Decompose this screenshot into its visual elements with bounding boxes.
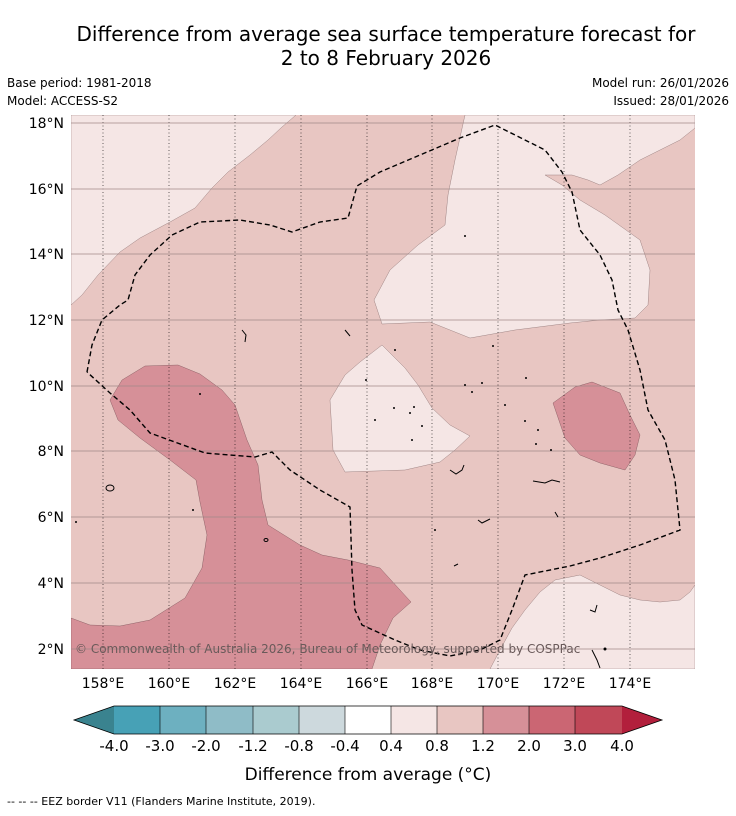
- map-plot-area: © Commonwealth of Australia 2026, Bureau…: [71, 115, 695, 669]
- colorbar-tick: 0.4: [379, 737, 403, 755]
- colorbar-segment: [575, 706, 622, 734]
- colorbar-segment: [253, 706, 299, 734]
- atoll-4: [554, 511, 559, 518]
- sst-band-0.4-0.8-southeast: [489, 574, 695, 669]
- islands: [105, 329, 601, 669]
- colorbar-segment: [345, 706, 391, 734]
- atoll-8: [344, 329, 351, 337]
- base-period: Base period: 1981-2018: [7, 76, 152, 90]
- model-run: Model run: 26/01/2026: [591, 76, 729, 90]
- lon-label: 164°E: [280, 676, 323, 692]
- colorbar-segment: [437, 706, 483, 734]
- colorbar-tick: 0.8: [425, 737, 449, 755]
- colorbar-segment: [391, 706, 437, 734]
- latitude-lines: [71, 122, 695, 650]
- sst-band-0.4-0.8-north: [71, 115, 297, 306]
- atoll-1: [532, 479, 561, 484]
- colorbar-tick: -0.4: [330, 737, 359, 755]
- colorbar-tick: -2.0: [191, 737, 220, 755]
- colorbar-over-arrow: [622, 706, 662, 734]
- lon-label: 174°E: [609, 676, 652, 692]
- longitude-labels: 158°E 160°E 162°E 164°E 166°E 168°E 170°…: [82, 676, 652, 692]
- model-name: Model: ACCESS-S2: [7, 94, 119, 108]
- colorbar-tick: 3.0: [563, 737, 587, 755]
- colorbar: -4.0 -3.0 -2.0 -1.2 -0.8 -0.4 0.4 0.8 1.…: [72, 705, 664, 785]
- sst-band-1.2-2.0-east: [552, 381, 641, 471]
- colorbar-tick: -0.8: [284, 737, 313, 755]
- colorbar-segment: [206, 706, 253, 734]
- lat-label: 4°N: [38, 576, 64, 592]
- meta-right: Model run: 26/01/2026 Issued: 28/01/2026: [592, 74, 729, 110]
- lon-label: 166°E: [346, 676, 389, 692]
- lon-label: 162°E: [214, 676, 257, 692]
- lon-label: 172°E: [543, 676, 586, 692]
- lon-label: 160°E: [148, 676, 191, 692]
- atoll-7: [241, 329, 247, 343]
- sst-band-0.4-0.8-northeast: [373, 115, 695, 339]
- lon-label: 168°E: [411, 676, 454, 692]
- atoll-3: [477, 518, 491, 524]
- atoll-2: [449, 464, 465, 475]
- lat-label: 2°N: [38, 642, 64, 658]
- colorbar-dividers: [159, 706, 576, 734]
- title-line-2: 2 to 8 February 2026: [280, 46, 492, 70]
- colorbar-under-arrow: [74, 706, 114, 734]
- lon-label: 158°E: [82, 676, 125, 692]
- lat-label: 18°N: [29, 116, 64, 132]
- colorbar-segment: [114, 706, 160, 734]
- colorbar-segment: [160, 706, 206, 734]
- sst-band-0.4-0.8-central: [329, 344, 471, 473]
- colorbar-segment: [529, 706, 575, 734]
- lat-label: 8°N: [38, 444, 64, 460]
- colorbar-ticks: -4.0 -3.0 -2.0 -1.2 -0.8 -0.4 0.4 0.8 1.…: [99, 737, 634, 755]
- lat-label: 6°N: [38, 510, 64, 526]
- colorbar-segment: [483, 706, 529, 734]
- atoll-6: [591, 649, 601, 669]
- colorbar-label: Difference from average (°C): [245, 765, 492, 785]
- copyright-notice: © Commonwealth of Australia 2026, Bureau…: [75, 642, 580, 656]
- colorbar-tick: 1.2: [471, 737, 495, 755]
- map-title: Difference from average sea surface temp…: [0, 22, 736, 70]
- small-islets: [75, 235, 607, 651]
- colorbar-tick: -4.0: [99, 737, 128, 755]
- colorbar-tick: -3.0: [145, 737, 174, 755]
- island-2: [263, 538, 269, 542]
- atoll-9: [453, 563, 459, 567]
- meta-left: Base period: 1981-2018 Model: ACCESS-S2: [7, 74, 152, 110]
- lat-label: 10°N: [29, 379, 64, 395]
- island-1: [105, 484, 115, 492]
- lon-label: 170°E: [477, 676, 520, 692]
- colorbar-tick: -1.2: [238, 737, 267, 755]
- colorbar-segment: [299, 706, 345, 734]
- title-line-1: Difference from average sea surface temp…: [76, 22, 696, 46]
- colorbar-outline: [72, 705, 664, 735]
- atoll-5: [589, 604, 598, 613]
- lat-label: 16°N: [29, 182, 64, 198]
- eez-border-legend: -- -- -- EEZ border V11 (Flanders Marine…: [7, 795, 316, 808]
- colorbar-tick: 2.0: [517, 737, 541, 755]
- lat-label: 12°N: [29, 313, 64, 329]
- colorbar-tick: 4.0: [610, 737, 634, 755]
- lat-label: 14°N: [29, 247, 64, 263]
- issued-date: Issued: 28/01/2026: [613, 94, 729, 108]
- graticule: [102, 115, 631, 669]
- latitude-labels: 18°N 16°N 14°N 12°N 10°N 8°N 6°N 4°N 2°N: [29, 116, 64, 658]
